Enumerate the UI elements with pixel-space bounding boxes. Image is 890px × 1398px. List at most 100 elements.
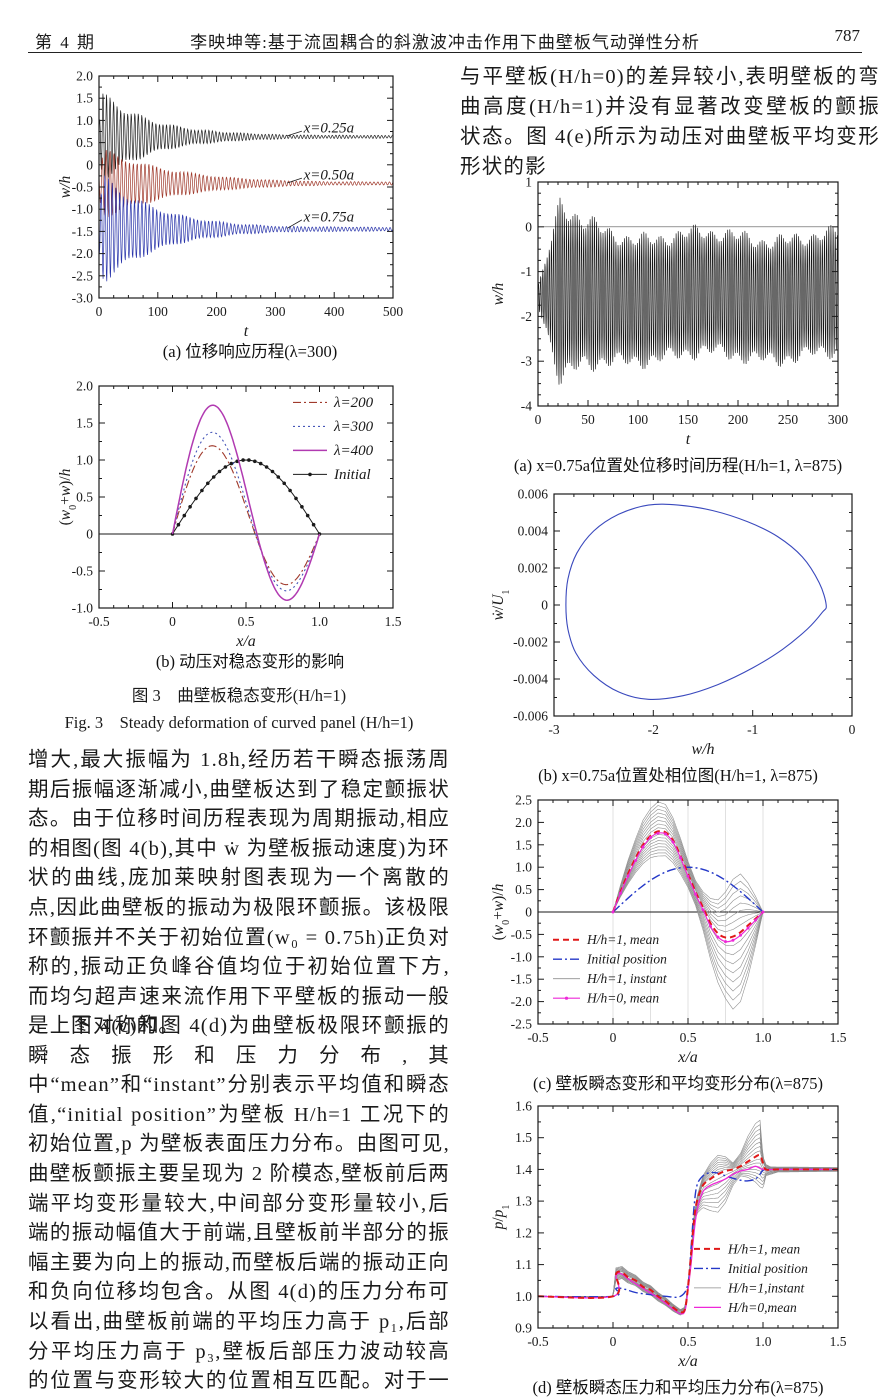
svg-text:-2.0: -2.0 — [72, 246, 94, 261]
svg-text:1.5: 1.5 — [515, 837, 532, 852]
svg-text:x/a: x/a — [677, 1049, 698, 1066]
svg-text:1.3: 1.3 — [515, 1194, 532, 1209]
svg-text:-4: -4 — [521, 399, 532, 414]
svg-text:1.0: 1.0 — [76, 113, 93, 128]
svg-text:-3: -3 — [521, 354, 532, 369]
svg-text:150: 150 — [678, 412, 699, 427]
fig3-caption-zh: 图 3 曲壁板稳态变形(H/h=1) — [131, 686, 347, 705]
svg-text:1.0: 1.0 — [311, 614, 328, 629]
paragraph-1: 增大,最大振幅为 1.8h,经历若干瞬态振荡周期后振幅逐渐减小,曲壁板达到了稳定… — [28, 749, 450, 1038]
svg-text:1.4: 1.4 — [515, 1162, 532, 1177]
svg-text:200: 200 — [206, 304, 227, 319]
svg-text:1.0: 1.0 — [515, 1289, 532, 1304]
svg-text:Initial position: Initial position — [586, 952, 667, 967]
svg-text:x/a: x/a — [235, 633, 256, 650]
svg-text:500: 500 — [383, 304, 404, 319]
svg-text:1.0: 1.0 — [755, 1334, 772, 1349]
header-rule — [28, 52, 862, 53]
fig3a-caption: (a) 位移响应历程(λ=300) — [162, 342, 338, 361]
svg-text:1.6: 1.6 — [515, 1099, 532, 1114]
svg-text:-0.002: -0.002 — [513, 635, 548, 650]
svg-text:-1.0: -1.0 — [511, 949, 533, 964]
fig3b-steady-deformation-chart: -0.5 0 0.5 1.0 1.5-1.0-0.500.51.01.52.0x/a(w… — [57, 379, 402, 651]
svg-text:w/h: w/h — [490, 283, 507, 306]
svg-text:250: 250 — [778, 412, 799, 427]
svg-text:x=0.25a: x=0.25a — [303, 121, 355, 137]
svg-text:λ=400: λ=400 — [333, 443, 374, 459]
svg-text:-1.0: -1.0 — [72, 202, 94, 217]
svg-text:-0.5: -0.5 — [72, 180, 94, 195]
svg-text:(w0+w)/h: (w0+w)/h — [490, 883, 512, 940]
svg-text:2.0: 2.0 — [515, 815, 532, 830]
svg-text:-0.5: -0.5 — [527, 1030, 549, 1045]
svg-text:-2: -2 — [648, 722, 659, 737]
svg-text:400: 400 — [324, 304, 345, 319]
svg-text:0: 0 — [525, 905, 532, 920]
svg-text:(w0+w)/h: (w0+w)/h — [57, 468, 79, 525]
svg-text:-0.006: -0.006 — [513, 709, 548, 724]
svg-text:-2.5: -2.5 — [72, 268, 94, 283]
svg-text:ẇ/U1: ẇ/U1 — [490, 590, 512, 621]
svg-text:λ=300: λ=300 — [333, 419, 374, 435]
svg-text:0: 0 — [610, 1334, 617, 1349]
svg-text:0.5: 0.5 — [680, 1334, 697, 1349]
svg-text:0.002: 0.002 — [518, 561, 548, 576]
svg-text:t: t — [244, 323, 249, 340]
svg-text:H/h=1, mean: H/h=1, mean — [727, 1241, 800, 1256]
svg-text:-1: -1 — [747, 722, 758, 737]
svg-text:0: 0 — [849, 722, 856, 737]
svg-text:0.5: 0.5 — [238, 614, 255, 629]
svg-text:-2.5: -2.5 — [511, 1017, 533, 1032]
svg-text:-3.0: -3.0 — [72, 291, 94, 306]
svg-text:-1.5: -1.5 — [511, 972, 533, 987]
fig3b-caption: (b) 动压对稳态变形的影响 — [155, 652, 345, 671]
fig4a-time-history-chart: 0 50 100 150 200 250 300 -4 -3 -2 -1 0 1 t w/h — [490, 175, 849, 449]
svg-text:-1.0: -1.0 — [72, 601, 94, 616]
paragraph-2: 图 4(c)和图 4(d)为曲壁板极限环颤振的瞬态振形和压力分布,其中“mean… — [28, 1015, 450, 1393]
header-issue: 第 4 期 — [35, 33, 96, 52]
svg-text:H/h=1,instant: H/h=1,instant — [727, 1280, 805, 1295]
svg-text:1.5: 1.5 — [830, 1334, 847, 1349]
svg-text:1.1: 1.1 — [515, 1257, 532, 1272]
fig4b-caption: (b) x=0.75a位置处相位图(H/h=1, λ=875) — [538, 766, 818, 785]
svg-text:x=0.50a: x=0.50a — [303, 168, 355, 184]
svg-text:0: 0 — [525, 219, 532, 234]
svg-text:-2.0: -2.0 — [511, 994, 533, 1009]
svg-text:t: t — [686, 431, 691, 448]
svg-text:0: 0 — [86, 527, 93, 542]
svg-text:-0.5: -0.5 — [527, 1334, 549, 1349]
fig4c-caption: (c) 壁板瞬态变形和平均变形分布(λ=875) — [533, 1074, 823, 1093]
svg-text:1.5: 1.5 — [76, 416, 93, 431]
svg-text:-2: -2 — [521, 309, 532, 324]
svg-text:1.0: 1.0 — [76, 453, 93, 468]
right-intro-paragraph: 与平壁板(H/h=0)的差异较小,表明壁板的弯曲高度(H/h=1)并没有显著改变… — [460, 66, 880, 178]
fig4d-pressure-distribution-chart: -0.5 0 0.5 1.0 1.5 0.9 1.0 1.1 1.2 1.3 1.4 1.5 1.6 x/… — [490, 1099, 847, 1371]
svg-text:100: 100 — [628, 412, 649, 427]
svg-text:H/h=1, instant: H/h=1, instant — [586, 971, 668, 986]
svg-text:1.2: 1.2 — [515, 1225, 532, 1240]
fig3a-displacement-history-chart: 0 100 200 300 400 500 -3.0 -2.5 -2.0 -1.5 -1.0 -0.5… — [57, 69, 404, 341]
svg-text:w/h: w/h — [691, 741, 714, 758]
svg-text:1.5: 1.5 — [385, 614, 402, 629]
svg-text:2.5: 2.5 — [515, 793, 532, 808]
svg-text:x=0.75a: x=0.75a — [303, 209, 355, 225]
svg-text:-1: -1 — [521, 264, 532, 279]
svg-text:0: 0 — [96, 304, 103, 319]
svg-text:0.004: 0.004 — [518, 524, 549, 539]
svg-text:0.006: 0.006 — [518, 487, 549, 502]
svg-text:200: 200 — [728, 412, 749, 427]
svg-text:0: 0 — [169, 614, 176, 629]
svg-text:-3: -3 — [548, 722, 559, 737]
svg-text:0.5: 0.5 — [76, 135, 93, 150]
svg-text:-0.004: -0.004 — [513, 672, 548, 687]
svg-text:Initial: Initial — [333, 467, 371, 483]
svg-text:w/h: w/h — [57, 176, 74, 199]
svg-text:100: 100 — [148, 304, 169, 319]
svg-text:0: 0 — [535, 412, 542, 427]
fig4c-deformation-distribution-chart: -0.5 0 0.5 1.0 1.5 -2.5 -2.0 -1.5 -1.0 -0.5 0 0.5 1.… — [490, 793, 847, 1067]
svg-text:2.0: 2.0 — [76, 379, 93, 394]
svg-text:Initial position: Initial position — [727, 1261, 808, 1276]
svg-text:300: 300 — [828, 412, 849, 427]
svg-text:1.0: 1.0 — [515, 860, 532, 875]
